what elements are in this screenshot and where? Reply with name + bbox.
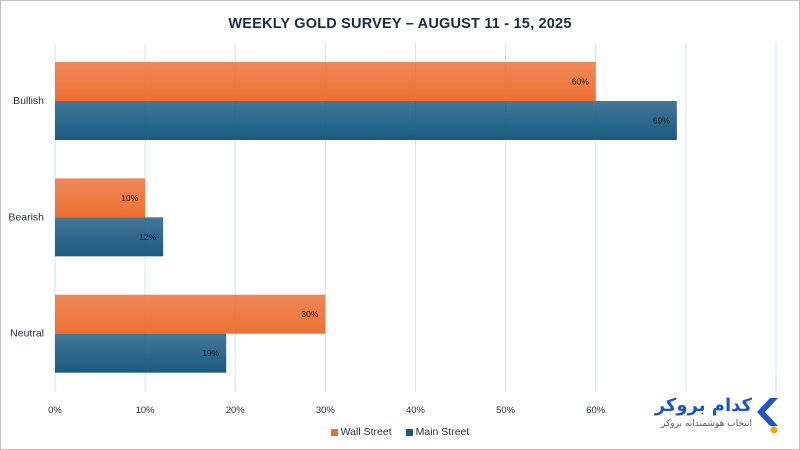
bar-wall-street-bearish [55, 178, 146, 218]
data-label-main-street-neutral: 19% [202, 348, 219, 358]
data-label-wall-street-neutral: 30% [301, 309, 318, 319]
bar-wall-street-bullish [55, 62, 596, 101]
chart-title: WEEKLY GOLD SURVEY – AUGUST 11 - 15, 202… [228, 16, 572, 32]
logo-tagline: انتخاب هوشمندانه بروکر [661, 419, 752, 429]
x-tick-label-1: 10% [136, 405, 156, 416]
data-label-main-street-bearish: 12% [139, 232, 156, 242]
bar-main-street-neutral [55, 333, 227, 373]
category-label-bullish: Bullish [13, 95, 44, 107]
x-tick-label-2: 20% [226, 405, 246, 416]
legend-item-main-street: Main Street [405, 426, 470, 438]
bar-main-street-bullish [55, 101, 677, 140]
legend-item-wall-street: Wall Street [330, 426, 392, 438]
x-tick-label-6: 60% [586, 405, 606, 416]
category-label-bearish: Bearish [8, 211, 44, 223]
x-tick-label-4: 40% [406, 405, 426, 416]
logo-name: کدام بروکر [654, 395, 752, 416]
legend-label-wall-street: Wall Street [340, 426, 392, 438]
x-tick-label-3: 30% [316, 405, 336, 416]
bar-wall-street-neutral [55, 294, 326, 334]
chart-legend: Wall Street Main Street [0, 426, 800, 438]
x-tick-label-0: 0% [48, 405, 62, 416]
x-tick-label-5: 50% [496, 405, 516, 416]
brand-logo: کدام بروکر انتخاب هوشمندانه بروکر [650, 392, 786, 438]
legend-swatch-wall-street [330, 428, 338, 436]
logo-chevron-icon [757, 398, 778, 434]
data-label-wall-street-bearish: 10% [121, 193, 138, 203]
data-label-wall-street-bullish: 60% [572, 77, 589, 87]
bar-main-street-bearish [55, 217, 164, 257]
category-label-neutral: Neutral [10, 328, 44, 340]
legend-swatch-main-street [405, 428, 413, 436]
data-label-main-street-bullish: 69% [653, 116, 670, 126]
legend-label-main-street: Main Street [415, 426, 470, 438]
